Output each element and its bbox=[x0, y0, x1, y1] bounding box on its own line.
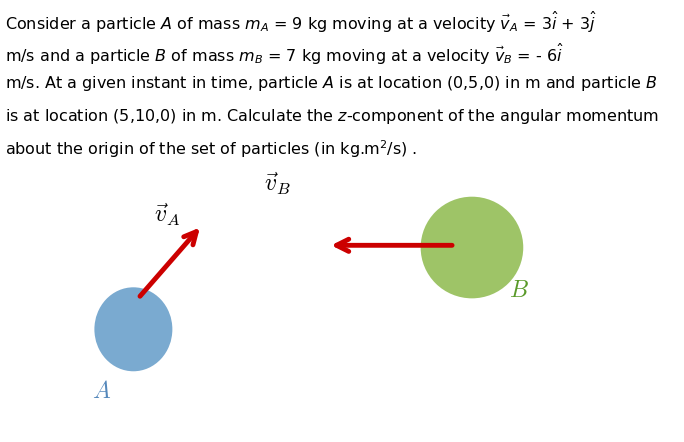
Ellipse shape bbox=[94, 287, 172, 371]
Text: $\mathit{B}$: $\mathit{B}$ bbox=[508, 278, 529, 301]
Ellipse shape bbox=[421, 197, 523, 298]
Text: is at location (5,10,0) in m. Calculate the $z$-component of the angular momentu: is at location (5,10,0) in m. Calculate … bbox=[5, 107, 659, 126]
Text: m/s. At a given instant in time, particle $\mathit{A}$ is at location (0,5,0) in: m/s. At a given instant in time, particl… bbox=[5, 74, 658, 93]
Text: $\vec{v}_A$: $\vec{v}_A$ bbox=[155, 201, 181, 228]
Text: Consider a particle $\mathit{A}$ of mass $m_A$ = 9 kg moving at a velocity $\vec: Consider a particle $\mathit{A}$ of mass… bbox=[5, 10, 597, 35]
Text: m/s and a particle $\mathit{B}$ of mass $m_B$ = 7 kg moving at a velocity $\vec{: m/s and a particle $\mathit{B}$ of mass … bbox=[5, 42, 564, 67]
Text: $\vec{v}_B$: $\vec{v}_B$ bbox=[263, 170, 291, 197]
Text: about the origin of the set of particles (in kg.m$^2$/s) .: about the origin of the set of particles… bbox=[5, 139, 417, 160]
Text: $\mathit{A}$: $\mathit{A}$ bbox=[92, 379, 111, 403]
